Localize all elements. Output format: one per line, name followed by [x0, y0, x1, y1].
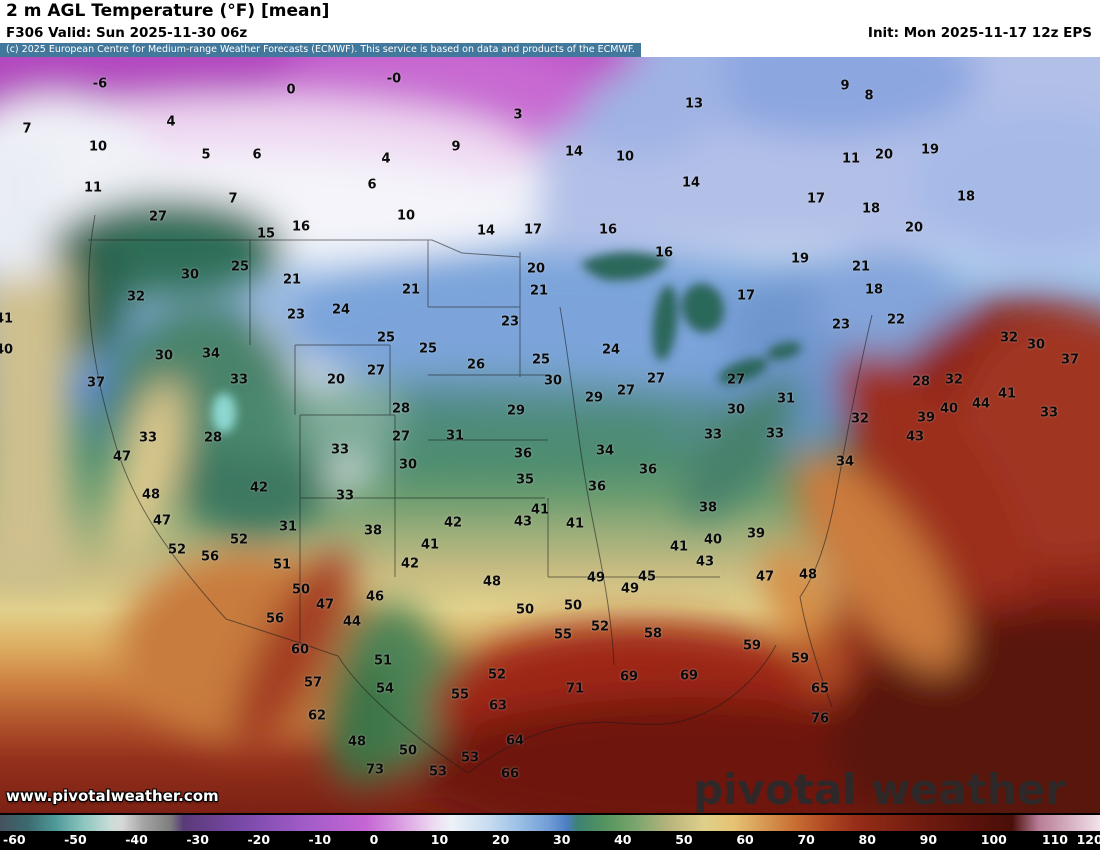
copyright-bar: (c) 2025 European Centre for Medium-rang… [0, 43, 641, 57]
field-regions [0, 57, 1100, 813]
header: 2 m AGL Temperature (°F) [mean] F306 Val… [0, 0, 1100, 57]
colorbar: -60 -50 -40 -30 -20 -10 0 10 20 30 40 50 60 70 80 90 100… [0, 813, 1100, 850]
colorbar-tick-label: -30 [186, 832, 209, 847]
colorbar-tick-label: 120 [1076, 832, 1100, 847]
temperature-field-svg [0, 57, 1100, 813]
great-lakes [212, 252, 802, 433]
colorbar-tick-label: 0 [369, 832, 379, 847]
watermark-brand: pivotal weather [693, 765, 1066, 813]
colorbar-tick-label: -50 [64, 832, 87, 847]
colorbar-tick-label: -60 [3, 832, 26, 847]
colorbar-tick-label: 20 [491, 832, 510, 847]
colorbar-tick-label: 110 [1041, 832, 1068, 847]
colorbar-tick-label: -20 [247, 832, 271, 847]
colorbar-tick-label: 100 [980, 832, 1007, 847]
valid-time: F306 Valid: Sun 2025-11-30 06z [6, 25, 248, 41]
colorbar-tick-label: 10 [430, 832, 449, 847]
watermark-url: www.pivotalweather.com [6, 787, 219, 805]
colorbar-tick-label: 30 [553, 832, 571, 847]
colorbar-tick-label: 40 [614, 832, 632, 847]
colorbar-tick-label: -40 [125, 832, 148, 847]
colorbar-tick-label: -10 [308, 832, 332, 847]
colorbar-tick-label: 70 [797, 832, 815, 847]
init-time: Init: Mon 2025-11-17 12z EPS [867, 25, 1092, 41]
map-area: -6 0 -0 13 9 8 7 10 4 5 6 3 9 4 14 10 11 20 19 11 6 14 17 18 18 2… [0, 57, 1100, 813]
colorbar-gradient [0, 815, 1100, 831]
colorbar-tick-label: 90 [919, 832, 938, 847]
colorbar-tick-label: 60 [736, 832, 754, 847]
page-title: 2 m AGL Temperature (°F) [mean] [6, 1, 330, 21]
colorbar-ticks: -60 -50 -40 -30 -20 -10 0 10 20 30 40 50 60 70 80 90 100… [0, 831, 1100, 850]
colorbar-tick-label: 50 [675, 832, 693, 847]
colorbar-tick-label: 80 [858, 832, 876, 847]
state-borders [88, 214, 873, 774]
